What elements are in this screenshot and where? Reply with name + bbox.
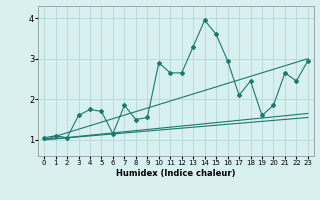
X-axis label: Humidex (Indice chaleur): Humidex (Indice chaleur) — [116, 169, 236, 178]
